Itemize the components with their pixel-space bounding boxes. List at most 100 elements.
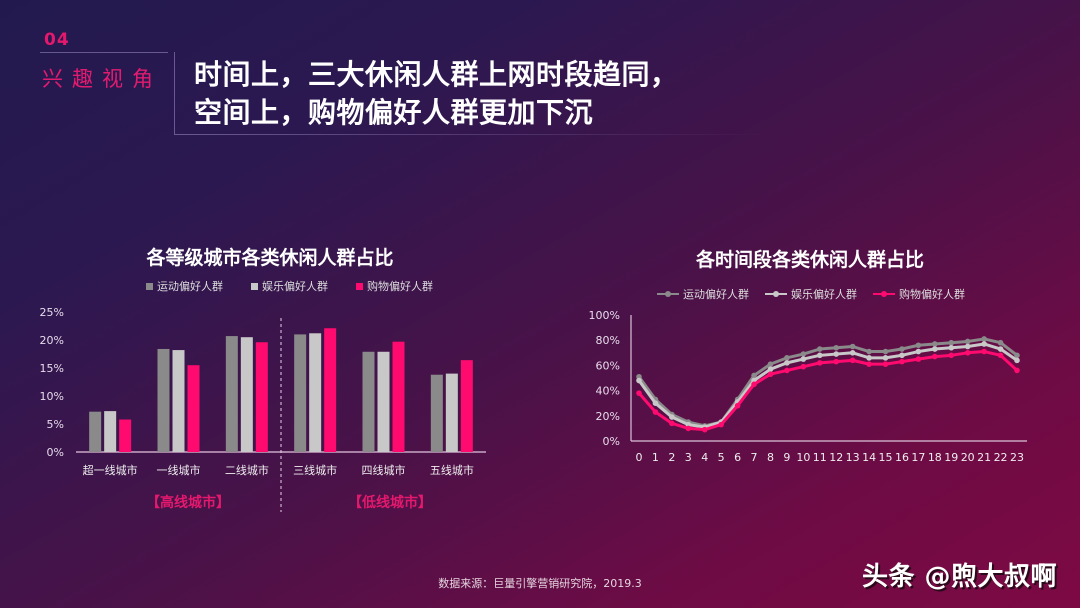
legend-label: 购物偏好人群 (899, 288, 965, 301)
data-point-sports (997, 339, 1004, 346)
data-point-shopping (899, 358, 905, 365)
data-point-shopping (751, 381, 757, 388)
y-tick-label: 15% (40, 362, 64, 375)
x-tick-label: 5 (718, 451, 725, 464)
data-point-entertainment (849, 350, 856, 356)
bar-chart-title: 各等级城市各类休闲人群占比 (146, 247, 394, 269)
data-point-shopping (800, 363, 807, 370)
legend-line-shopping (873, 291, 895, 297)
x-tick-label: 23 (1010, 451, 1024, 464)
x-tick-label: 超一线城市 (83, 463, 138, 477)
data-point-entertainment (767, 366, 774, 372)
x-tick-label: 二线城市 (225, 463, 269, 477)
data-point-sports (784, 355, 790, 361)
x-tick-label: 4 (701, 451, 708, 464)
data-point-shopping (734, 402, 741, 409)
bar-shopping (187, 365, 200, 452)
data-point-shopping (866, 361, 872, 367)
section-divider (40, 52, 168, 53)
x-tick-label: 0 (636, 451, 643, 464)
y-tick-label: 100% (589, 309, 620, 322)
section-label: 兴趣视角 (42, 67, 162, 91)
legend-item-sports: 运动偏好人群 (146, 278, 223, 294)
data-point-shopping (636, 390, 642, 396)
x-tick-label: 2 (668, 451, 675, 464)
bar-shopping (392, 341, 405, 452)
data-point-sports (882, 348, 889, 355)
x-tick-label: 9 (783, 451, 790, 464)
legend-label: 娱乐偏好人群 (262, 280, 328, 293)
group-label-low-tier: 【低线城市】 (348, 495, 432, 511)
legend-item-entertainment: 娱乐偏好人群 (251, 278, 328, 294)
bar-entertainment (309, 333, 322, 452)
x-tick-label: 20 (961, 451, 975, 464)
x-tick-label: 7 (751, 451, 758, 464)
data-point-shopping (816, 360, 823, 366)
x-tick-label: 五线城市 (430, 463, 474, 477)
group-label-high-tier: 【高线城市】 (146, 495, 230, 511)
y-tick-label: 60% (596, 359, 620, 372)
y-tick-label: 40% (596, 385, 620, 398)
data-point-entertainment (981, 341, 987, 347)
x-tick-label: 一线城市 (157, 463, 201, 477)
data-point-sports (833, 344, 840, 351)
bar-sports (362, 351, 375, 452)
bar-shopping (460, 360, 473, 452)
data-point-sports (932, 341, 938, 347)
data-point-entertainment (816, 352, 823, 359)
bar-shopping (119, 419, 132, 452)
data-point-sports (849, 343, 856, 350)
y-tick-label: 0% (603, 435, 620, 448)
y-tick-label: 20% (596, 410, 620, 423)
bar-sports (89, 411, 102, 452)
x-tick-label: 10 (796, 451, 810, 464)
x-tick-label: 11 (813, 451, 827, 464)
data-point-entertainment (899, 352, 905, 359)
y-tick-label: 80% (596, 334, 620, 347)
legend-item-sports: 运动偏好人群 (657, 286, 749, 302)
section-number: 04 (44, 30, 70, 50)
title-frame-bottom-line (174, 134, 774, 135)
data-point-entertainment (800, 356, 807, 362)
line-entertainment (637, 342, 1018, 429)
x-tick-label: 1 (652, 451, 659, 464)
data-point-shopping (685, 425, 692, 432)
y-tick-label: 0% (47, 446, 64, 459)
data-point-sports (800, 351, 807, 357)
bar-entertainment (445, 373, 458, 452)
data-point-shopping (997, 352, 1004, 359)
line-chart-legend: 运动偏好人群 娱乐偏好人群 购物偏好人群 (657, 286, 993, 302)
data-source-note: 数据来源：巨量引擎营销研究院，2019.3 (438, 577, 642, 590)
line-sports (637, 337, 1018, 428)
data-point-shopping (932, 353, 938, 360)
data-point-entertainment (948, 344, 955, 351)
bar-chart-legend: 运动偏好人群 娱乐偏好人群 购物偏好人群 (146, 278, 461, 294)
x-tick-label: 18 (928, 451, 942, 464)
legend-line-sports (657, 291, 679, 297)
data-point-sports (816, 346, 823, 352)
data-point-sports (964, 338, 971, 345)
data-point-sports (899, 346, 905, 352)
bar-sports (225, 336, 238, 452)
bar-entertainment (377, 351, 390, 452)
data-point-sports (866, 348, 872, 355)
data-point-entertainment (1014, 357, 1020, 364)
x-tick-label: 14 (862, 451, 876, 464)
line-shopping (637, 350, 1019, 432)
title-line-1: 时间上，三大休闲人群上网时段趋同， (194, 58, 679, 91)
y-tick-label: 20% (40, 334, 64, 347)
data-point-shopping (981, 348, 987, 355)
data-point-shopping (833, 358, 840, 365)
bar-sports (294, 334, 307, 452)
watermark: 头条 @煦大叔啊 (862, 562, 1058, 592)
y-tick-label: 5% (47, 418, 64, 431)
legend-item-shopping: 购物偏好人群 (873, 286, 965, 302)
line-chart-title: 各时间段各类休闲人群占比 (695, 249, 924, 271)
data-point-entertainment (932, 346, 938, 352)
bar-chart: 0% 5% 10% 15% 20% 25% 超一线城市 一线城市 二线城市 三线城市 四线城市 五线城… (40, 306, 486, 512)
bar-shopping (255, 342, 268, 452)
data-point-entertainment (964, 343, 971, 350)
data-point-shopping (767, 371, 774, 378)
legend-swatch-sports (146, 282, 153, 290)
x-tick-label: 17 (911, 451, 925, 464)
